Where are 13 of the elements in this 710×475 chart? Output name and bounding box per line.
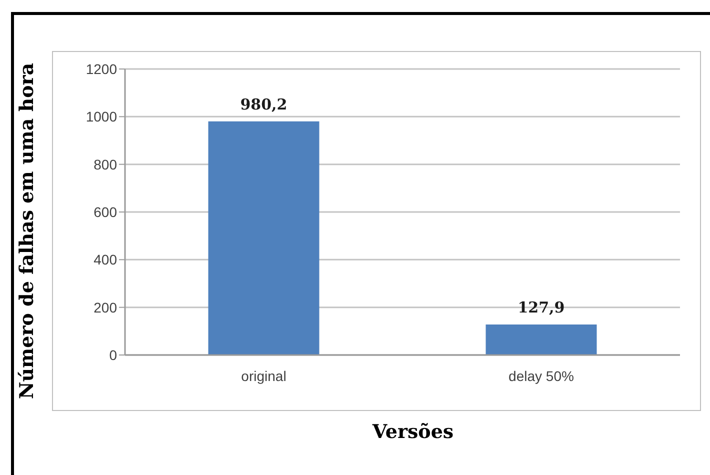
y-tick-label: 1000 [86, 108, 118, 125]
y-tick-label: 1200 [86, 60, 118, 77]
data-label: 980,2 [240, 95, 288, 114]
y-tick-label: 600 [94, 204, 118, 220]
data-label: 127,9 [518, 298, 565, 317]
x-tick-label: delay 50% [508, 368, 574, 384]
y-tick-label: 0 [109, 346, 118, 363]
y-tick-label: 200 [94, 299, 118, 316]
y-tick-label: 400 [94, 252, 118, 268]
x-tick-label: original [241, 368, 286, 384]
x-axis-title: Versões [372, 421, 454, 443]
y-axis-title: Número de falhas em uma hora [16, 62, 38, 400]
y-tick-label: 800 [94, 156, 118, 172]
